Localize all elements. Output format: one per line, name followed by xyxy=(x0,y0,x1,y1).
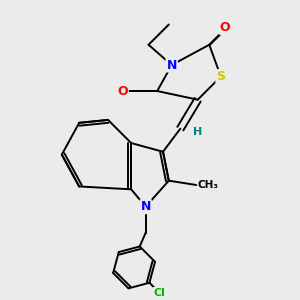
Text: Cl: Cl xyxy=(154,288,166,298)
Text: N: N xyxy=(140,200,151,213)
Text: O: O xyxy=(220,21,230,34)
Text: S: S xyxy=(216,70,225,83)
Text: O: O xyxy=(117,85,128,98)
Text: N: N xyxy=(167,58,177,71)
Text: CH₃: CH₃ xyxy=(198,180,219,190)
Text: H: H xyxy=(193,127,202,136)
